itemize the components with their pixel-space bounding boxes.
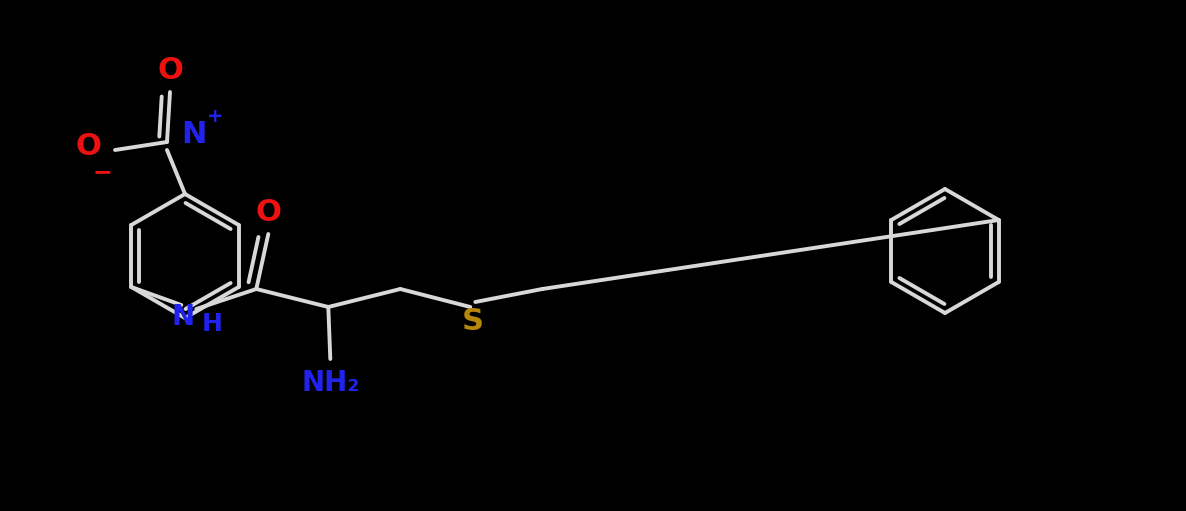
Text: −: − [93, 160, 111, 184]
Text: H: H [202, 312, 222, 336]
Text: O: O [255, 197, 281, 226]
Text: O: O [157, 56, 183, 84]
Text: S: S [461, 307, 484, 336]
Text: NH₂: NH₂ [301, 369, 359, 397]
Text: N: N [172, 303, 195, 331]
Text: N: N [181, 120, 206, 149]
Text: +: + [208, 106, 223, 126]
Text: O: O [75, 131, 101, 160]
